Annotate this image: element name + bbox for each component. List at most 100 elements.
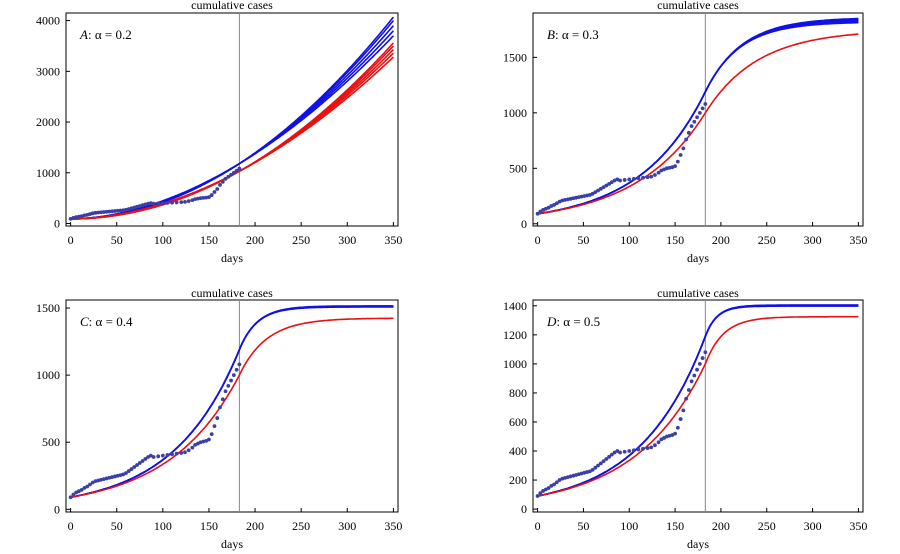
observed-data-point xyxy=(223,389,228,394)
y-tick-label: 0 xyxy=(521,217,527,231)
chart-panel-a: cumulative cases days 0 50 100 150 200 250 300 35… xyxy=(36,0,402,265)
observed-data-point xyxy=(598,186,603,191)
y-tick-label: 2000 xyxy=(36,115,60,129)
observed-data-point xyxy=(636,447,641,452)
observed-data-point xyxy=(104,209,109,214)
y-tick-label: 800 xyxy=(509,386,527,400)
x-tick-label: 200 xyxy=(246,233,264,247)
observed-data-point xyxy=(137,461,142,465)
blue-model-curve xyxy=(70,20,395,220)
observed-data-point xyxy=(207,437,211,442)
y-tick-label: 500 xyxy=(42,435,60,449)
observed-data-point xyxy=(653,173,657,177)
observed-data-point xyxy=(692,119,697,124)
observed-data-point xyxy=(215,187,220,191)
observed-data-point xyxy=(678,153,683,157)
x-tick-label: 350 xyxy=(384,519,402,533)
x-tick-label: 150 xyxy=(200,519,218,533)
observed-data-point xyxy=(209,432,214,437)
observed-data-point xyxy=(673,431,677,436)
observed-data-point xyxy=(636,176,641,181)
observed-data-point xyxy=(190,445,195,450)
panel-letter: C xyxy=(80,314,89,329)
observed-data-point xyxy=(684,137,688,142)
x-tick-label: 100 xyxy=(620,233,638,247)
chart-panel-b: cumulative cases days 0 50 100 150 200 250 300 35… xyxy=(503,0,867,265)
x-tick-label: 200 xyxy=(712,519,730,533)
observed-data-point xyxy=(695,367,699,372)
observed-data-point xyxy=(212,424,217,429)
observed-data-point xyxy=(703,350,708,355)
blue-model-curve xyxy=(70,305,394,498)
observed-data-point xyxy=(552,203,556,207)
red-model-curve xyxy=(537,33,859,215)
observed-data-point xyxy=(601,459,606,464)
observed-data-point xyxy=(678,417,683,421)
observed-data-point xyxy=(649,445,654,450)
observed-data-point xyxy=(596,463,600,468)
blue-model-curve xyxy=(70,306,394,498)
y-tick-label: 1500 xyxy=(503,50,527,64)
alpha-label: α = 0.2 xyxy=(95,27,132,42)
plot-frame xyxy=(532,12,864,227)
observed-data-point xyxy=(174,451,179,456)
observed-data-point xyxy=(590,467,595,472)
panel-letter: D xyxy=(546,314,557,329)
observed-data-point xyxy=(673,164,677,168)
x-tick-label: 350 xyxy=(384,233,402,247)
y-tick-label: 1000 xyxy=(503,357,527,371)
observed-data-point xyxy=(160,201,165,206)
observed-data-point xyxy=(593,465,598,470)
observed-data-point xyxy=(229,378,233,383)
observed-data-point xyxy=(535,494,540,498)
x-tick-label: 0 xyxy=(68,233,74,247)
observed-data-point xyxy=(170,452,174,457)
x-tick-label: 300 xyxy=(804,519,822,533)
y-tick-label: 0 xyxy=(54,216,60,230)
y-tick-label: 0 xyxy=(54,502,60,516)
chart-title: cumulative cases xyxy=(191,286,273,300)
x-tick-label: 350 xyxy=(849,233,867,247)
y-tick-label: 200 xyxy=(509,473,527,487)
observed-data-point xyxy=(110,209,115,214)
observed-data-point xyxy=(237,362,242,367)
observed-data-point xyxy=(554,201,559,206)
panel-label: A: α = 0.2 xyxy=(79,27,132,42)
x-tick-label: 100 xyxy=(154,519,172,533)
observed-data-point xyxy=(627,449,632,453)
x-tick-label: 200 xyxy=(246,519,264,533)
x-axis-label: days xyxy=(687,537,709,551)
blue-model-curve xyxy=(70,30,394,220)
panel-letter: A xyxy=(79,27,88,42)
observed-data-point xyxy=(622,449,627,454)
observed-data-point xyxy=(675,425,680,430)
y-tick-label: 400 xyxy=(509,444,527,458)
observed-data-point xyxy=(132,465,137,469)
observed-data-point xyxy=(212,190,217,194)
observed-data-point xyxy=(641,446,645,451)
observed-data-point xyxy=(226,174,231,179)
observed-data-point xyxy=(165,201,170,205)
observed-data-point xyxy=(96,210,101,215)
observed-data-point xyxy=(686,130,691,135)
observed-data-point xyxy=(596,188,600,193)
x-tick-label: 50 xyxy=(577,519,589,533)
observed-data-point xyxy=(538,491,543,496)
x-tick-label: 150 xyxy=(666,519,684,533)
panel-label: B: α = 0.3 xyxy=(547,27,599,42)
chart-panel-d: cumulative cases days 0 50 100 150 200 250 300 35… xyxy=(503,286,867,551)
observed-data-point xyxy=(607,181,611,186)
x-tick-label: 50 xyxy=(111,233,123,247)
blue-model-curve xyxy=(70,305,394,498)
observed-data-point xyxy=(186,199,191,204)
observed-data-point xyxy=(656,170,661,175)
observed-data-point xyxy=(68,495,73,500)
observed-data-point xyxy=(124,471,128,475)
observed-data-point xyxy=(552,482,556,487)
observed-data-point xyxy=(151,201,156,206)
x-tick-label: 150 xyxy=(666,233,684,247)
blue-model-curve xyxy=(537,304,859,497)
observed-data-point xyxy=(700,356,705,360)
observed-data-point xyxy=(686,388,691,392)
